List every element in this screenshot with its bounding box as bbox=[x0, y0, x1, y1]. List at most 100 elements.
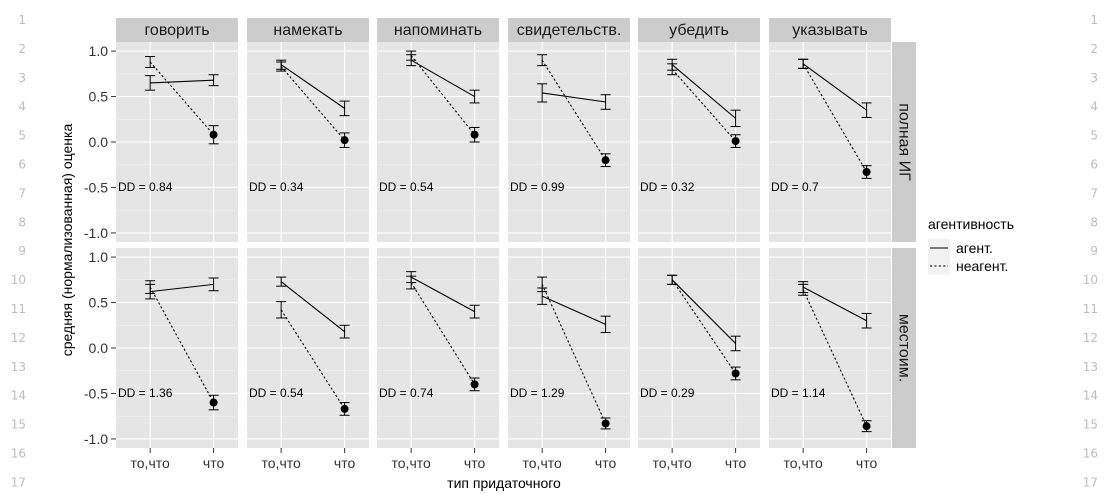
dd-annotation: DD = 0.74 bbox=[379, 386, 434, 400]
y-axis: 1.0 0.5 0.0 -0.5 -1.0 1.0 0.5 0.0 -0.5 -1.0 bbox=[84, 43, 116, 447]
legend-label: агент. bbox=[956, 240, 993, 256]
facet-panel bbox=[377, 42, 499, 242]
row-strip bbox=[892, 42, 916, 242]
column-strip-label: напоминать bbox=[394, 22, 482, 39]
data-point bbox=[731, 137, 740, 146]
x-tick-label: то,что bbox=[523, 455, 562, 471]
series-line-nonagentive bbox=[541, 59, 607, 161]
row-strip-label: местоим. bbox=[896, 314, 913, 382]
data-point bbox=[340, 136, 349, 145]
column-strip-label: свидетельств. bbox=[517, 22, 622, 39]
series-line-agentive bbox=[802, 63, 867, 111]
y-tick-label: 0.5 bbox=[89, 89, 109, 105]
series-line-nonagentive bbox=[410, 55, 476, 136]
series-line-agentive bbox=[410, 59, 475, 98]
data-point bbox=[862, 422, 871, 431]
data-point bbox=[862, 168, 871, 176]
series-line-agentive bbox=[542, 92, 606, 103]
line-number-right: 2 bbox=[1090, 42, 1098, 56]
line-number-left: 13 bbox=[11, 360, 26, 374]
column-strip bbox=[116, 18, 238, 42]
facet-panels: DD = 0.84 DD = 0.34 DD = 0.54 DD = 0.99 DD =… bbox=[116, 42, 891, 448]
line-number-left: 3 bbox=[18, 71, 26, 85]
panel-data: DD = 0.99 bbox=[510, 54, 611, 194]
line-number-left: 5 bbox=[18, 129, 26, 143]
line-number-right: 9 bbox=[1090, 244, 1098, 258]
line-number-right: 11 bbox=[1083, 302, 1098, 316]
line-number-right: 17 bbox=[1083, 475, 1098, 489]
line-number-left: 16 bbox=[11, 447, 26, 461]
y-tick-label: -1.0 bbox=[84, 225, 108, 241]
facet-panel bbox=[377, 248, 499, 448]
facet-panel bbox=[508, 248, 630, 448]
dd-annotation: DD = 0.54 bbox=[379, 180, 434, 194]
dd-annotation: DD = 0.99 bbox=[510, 180, 565, 194]
panel-data: DD = 1.29 bbox=[510, 276, 611, 430]
panel-data: DD = 0.74 bbox=[379, 271, 480, 400]
facet-panel bbox=[247, 42, 369, 242]
line-number-right: 3 bbox=[1090, 71, 1098, 85]
line-number-right: 5 bbox=[1090, 129, 1098, 143]
legend-title: агентивность bbox=[928, 216, 1014, 232]
data-point bbox=[209, 398, 218, 407]
x-tick-label: что bbox=[203, 455, 225, 471]
column-strip bbox=[377, 18, 499, 42]
series-line-agentive bbox=[410, 276, 475, 313]
facet-panel bbox=[638, 42, 760, 242]
dd-annotation: DD = 0.29 bbox=[640, 386, 695, 400]
x-axis: то,что что то,что что то,что что то,что что то,ч… bbox=[131, 448, 877, 471]
x-tick-label: то,что bbox=[262, 455, 301, 471]
column-strip-label: говорить bbox=[144, 22, 209, 39]
x-tick-label: что bbox=[334, 455, 356, 471]
column-strip-label: убедить bbox=[669, 22, 729, 39]
series-line-nonagentive bbox=[802, 289, 868, 427]
line-number-left: 7 bbox=[18, 186, 26, 200]
x-tick-label: то,что bbox=[392, 455, 431, 471]
series-line-nonagentive bbox=[280, 66, 346, 141]
series-line-nonagentive bbox=[149, 61, 215, 136]
line-number-left: 15 bbox=[11, 418, 26, 432]
line-number-right: 14 bbox=[1083, 389, 1098, 403]
x-tick-label: что bbox=[464, 455, 486, 471]
line-number-left: 11 bbox=[11, 302, 26, 316]
line-number-right: 4 bbox=[1090, 100, 1098, 114]
data-point bbox=[209, 130, 218, 139]
facet-panel bbox=[769, 42, 891, 242]
y-tick-label: 1.0 bbox=[89, 249, 109, 265]
y-tick-label: -1.0 bbox=[84, 431, 108, 447]
column-strip bbox=[247, 18, 369, 42]
line-number-left: 17 bbox=[11, 475, 26, 489]
data-point bbox=[731, 369, 740, 378]
y-tick-label: -0.5 bbox=[84, 179, 108, 195]
line-number-left: 10 bbox=[11, 273, 26, 287]
line-number-right: 12 bbox=[1083, 331, 1098, 345]
panel-data: DD = 0.54 bbox=[379, 50, 480, 194]
series-line-agentive bbox=[280, 64, 345, 109]
dd-annotation: DD = 0.32 bbox=[640, 180, 695, 194]
panel-data: DD = 0.7 bbox=[771, 58, 872, 194]
column-strip-label: указывать bbox=[792, 22, 867, 39]
legend: агентивность агент. неагент. bbox=[928, 216, 1014, 275]
line-number-left: 9 bbox=[18, 244, 26, 258]
series-line-agentive bbox=[541, 295, 606, 325]
column-strip bbox=[508, 18, 630, 42]
series-line-nonagentive bbox=[541, 284, 607, 424]
series-line-agentive bbox=[150, 283, 214, 293]
facet-panel bbox=[116, 42, 238, 242]
series-line-agentive bbox=[802, 286, 867, 322]
column-strip bbox=[638, 18, 760, 42]
row-strip-label: полная ИГ bbox=[896, 103, 913, 181]
data-point bbox=[470, 130, 479, 139]
panel-data: DD = 0.84 bbox=[118, 56, 219, 194]
facet-panel bbox=[116, 248, 238, 448]
series-line-nonagentive bbox=[802, 63, 868, 173]
column-strip-label: намекать bbox=[273, 22, 342, 39]
x-tick-label: что bbox=[595, 455, 617, 471]
dd-annotation: DD = 1.14 bbox=[771, 386, 826, 400]
x-tick-label: что bbox=[725, 455, 747, 471]
facet-panel bbox=[638, 248, 760, 448]
y-axis-title: средняя (нормализованная) оценка bbox=[59, 124, 75, 357]
line-number-left: 4 bbox=[18, 100, 26, 114]
facet-panel bbox=[247, 248, 369, 448]
